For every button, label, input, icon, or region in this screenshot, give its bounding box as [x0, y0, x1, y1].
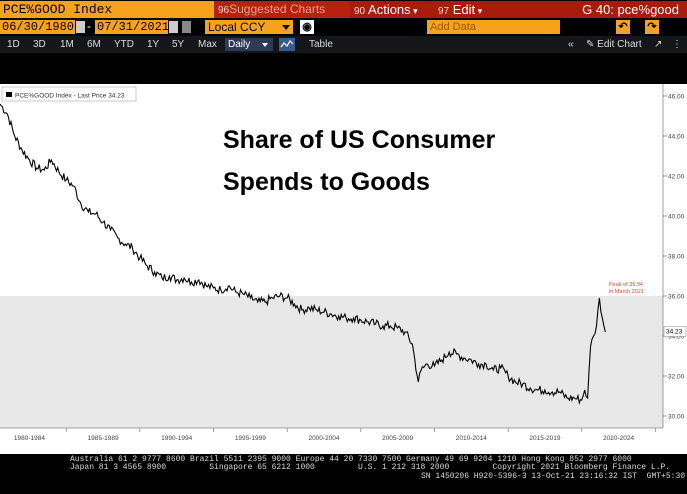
calendar-icon[interactable]: [76, 21, 85, 33]
chevron-down-icon: [282, 25, 290, 30]
peak-annotation-line1: Peak of 35.94: [609, 282, 643, 288]
period-1m[interactable]: 1M: [60, 39, 74, 50]
period-1d[interactable]: 1D: [7, 39, 20, 50]
redo-icon[interactable]: ↷: [645, 20, 659, 34]
pin-icon[interactable]: ↗: [654, 39, 663, 50]
period-1y[interactable]: 1Y: [147, 39, 160, 50]
chart-annotation-title-line1: Share of US Consumer: [223, 126, 496, 154]
peak-annotation-line2: in March 2021: [609, 289, 644, 295]
edit-chart-button[interactable]: ✎ Edit Chart: [586, 38, 642, 51]
actions-label: Actions: [368, 2, 411, 17]
chevron-down-icon: ▾: [410, 6, 418, 16]
x-tick-label: 1980-1984: [14, 435, 45, 442]
edit-menu[interactable]: 97 Edit ▾: [432, 1, 492, 18]
chart-window-title: G 40: pce%good: [492, 1, 687, 18]
frequency-label: Daily: [228, 39, 251, 50]
currency-label: Local CCY: [208, 20, 266, 34]
edit-num: 97: [438, 6, 450, 17]
start-date-field[interactable]: 06/30/1980: [0, 20, 75, 34]
pencil-icon: ✎: [586, 39, 595, 50]
chevron-down-icon: ▾: [475, 6, 483, 16]
chart-area: PCE%GOOD Index - Last Price 34.23 30.00 3…: [0, 84, 687, 454]
period-toolbar: 1D 3D 1M 6M YTD 1Y 5Y Max Daily Table « …: [0, 36, 687, 53]
edit-chart-label: Edit Chart: [597, 39, 642, 50]
frequency-select[interactable]: Daily: [225, 38, 273, 51]
period-5y[interactable]: 5Y: [172, 39, 185, 50]
chart-annotation-title-line2: Spends to Goods: [223, 168, 430, 196]
suggested-charts-button[interactable]: 96Suggested Charts: [214, 1, 350, 18]
y-tick-label: 34.00: [668, 334, 685, 341]
footer: Australia 61 2 9777 8600 Brazil 5511 239…: [0, 454, 687, 494]
actions-menu[interactable]: 90 Actions ▾: [350, 1, 432, 18]
y-tick-label: 38.00: [668, 254, 685, 261]
options-icon[interactable]: ⋮: [672, 39, 682, 50]
title-bar: PCE%GOOD Index 96Suggested Charts 90 Act…: [0, 0, 687, 18]
y-tick-label: 30.00: [668, 414, 685, 421]
x-tick-label: 2020-2024: [603, 435, 634, 442]
line-chart-icon[interactable]: [279, 38, 295, 51]
period-max[interactable]: Max: [198, 39, 217, 50]
x-tick-label: 2005-2009: [382, 435, 413, 442]
y-tick-label: 36.00: [668, 294, 685, 301]
table-button[interactable]: Table: [309, 39, 333, 50]
y-tick-label: 40.00: [668, 214, 685, 221]
line-chart: PCE%GOOD Index - Last Price 34.23 30.00 3…: [0, 84, 687, 442]
x-tick-label: 1985-1989: [88, 435, 119, 442]
legend-swatch: [6, 92, 12, 97]
legend-label: PCE%GOOD Index - Last Price 34.23: [15, 93, 125, 100]
series-line: [0, 103, 606, 405]
period-ytd[interactable]: YTD: [114, 39, 134, 50]
last-price-tag: [663, 326, 687, 337]
add-data-input[interactable]: Add Data: [427, 20, 560, 34]
period-3d[interactable]: 3D: [33, 39, 46, 50]
y-tick-label: 46.00: [668, 94, 685, 101]
x-tick-label: 2015-2019: [529, 435, 560, 442]
edit-label: Edit: [452, 2, 476, 17]
date-separator: -: [87, 19, 91, 33]
undo-icon[interactable]: ↶: [616, 20, 630, 34]
y-tick-label: 32.00: [668, 374, 685, 381]
date-toolbar: 06/30/1980 - 07/31/2021 Local CCY ◉ Add …: [0, 19, 687, 35]
chevron-down-icon: [262, 43, 268, 47]
legend-box: [1, 86, 137, 102]
lock-icon[interactable]: [182, 21, 191, 33]
actions-num: 90: [354, 6, 366, 17]
footer-contacts-line2: Japan 81 3 4565 8900 Singapore 65 6212 1…: [70, 463, 671, 472]
x-tick-label: 1995-1999: [235, 435, 266, 442]
period-6m[interactable]: 6M: [87, 39, 101, 50]
suggested-label: Suggested Charts: [229, 2, 326, 16]
collapse-icon[interactable]: «: [568, 39, 574, 50]
shaded-band: [0, 296, 663, 428]
end-date-field[interactable]: 07/31/2021: [95, 20, 170, 34]
footer-contacts-line1: Australia 61 2 9777 8600 Brazil 5511 239…: [70, 455, 632, 464]
y-tick-label: 44.00: [668, 134, 685, 141]
ticker-field[interactable]: PCE%GOOD Index: [0, 1, 214, 18]
suggested-num: 96: [218, 5, 230, 16]
calendar-icon[interactable]: [169, 21, 178, 33]
currency-select[interactable]: Local CCY: [205, 20, 293, 34]
y-tick-label: 42.00: [668, 174, 685, 181]
chart-settings-icon[interactable]: ◉: [300, 20, 314, 34]
x-tick-label: 2010-2014: [456, 435, 487, 442]
footer-timestamp: SN 1450206 H920-5396-3 13-Oct-21 23:16:3…: [421, 472, 686, 481]
last-price-label: 34.23: [666, 329, 683, 336]
x-tick-label: 2000-2004: [308, 435, 339, 442]
x-tick-label: 1990-1994: [161, 435, 192, 442]
